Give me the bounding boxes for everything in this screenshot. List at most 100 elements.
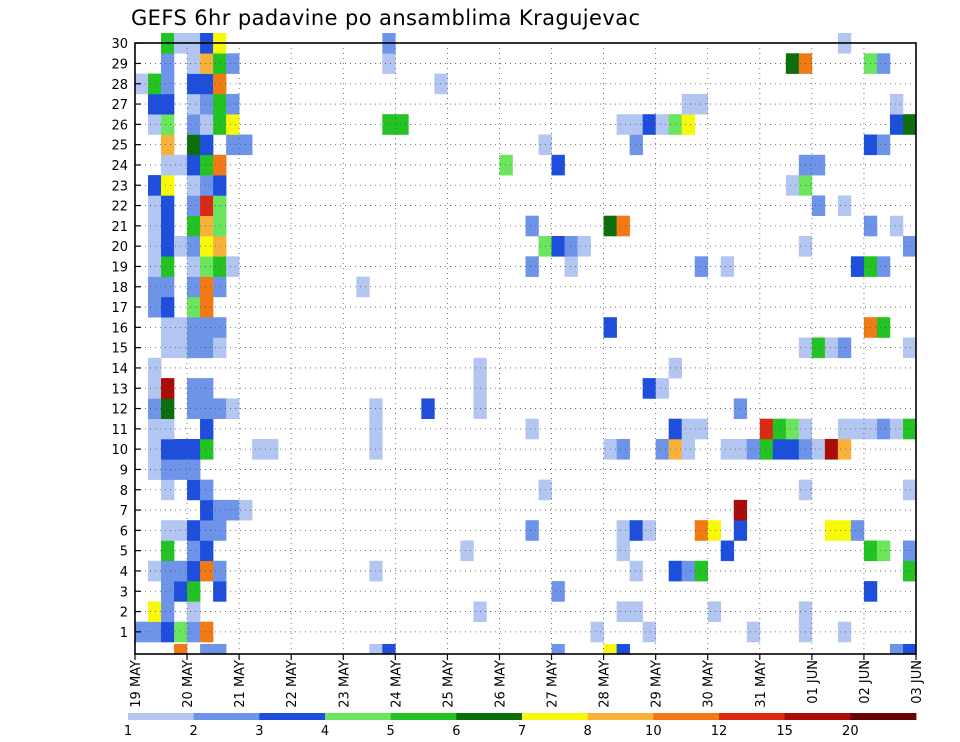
y-tick-label: 28: [111, 78, 128, 93]
cell: [213, 73, 227, 95]
legend-swatch: [850, 713, 917, 720]
legend-swatch: [390, 713, 457, 720]
cell: [200, 195, 214, 216]
cell: [720, 439, 735, 460]
cell: [681, 439, 696, 460]
cell: [824, 520, 839, 541]
y-tick-label: 22: [111, 200, 128, 215]
cell: [564, 256, 578, 277]
x-tick-label: 27 MAY: [546, 660, 561, 708]
cell: [265, 439, 279, 460]
legend-label: 6: [452, 724, 460, 739]
cell: [148, 439, 162, 460]
cell: [720, 256, 735, 277]
x-tick-label: 20 MAY: [181, 660, 196, 708]
cell: [200, 398, 214, 419]
y-tick-label: 5: [120, 545, 128, 560]
cell: [902, 479, 917, 501]
cell: [889, 215, 904, 237]
cell: [213, 499, 227, 521]
cell: [213, 317, 227, 338]
cell: [694, 560, 709, 582]
legend-swatch: [128, 713, 195, 720]
legend-label: 2: [190, 724, 198, 739]
cell: [200, 520, 214, 541]
cell: [772, 418, 787, 440]
cell: [187, 276, 201, 298]
cell: [161, 276, 175, 298]
cell: [161, 439, 175, 460]
cell: [629, 520, 643, 541]
cell: [148, 175, 162, 196]
cell: [902, 236, 917, 257]
cell: [616, 215, 630, 237]
y-tick-label: 29: [111, 57, 128, 72]
cell: [161, 73, 175, 95]
y-tick-label: 18: [111, 281, 128, 296]
cell: [213, 276, 227, 298]
cell: [161, 560, 175, 582]
cell: [811, 337, 826, 359]
x-tick-label: 29 MAY: [650, 660, 665, 708]
cell: [681, 114, 696, 135]
cell: [616, 540, 630, 562]
cell: [382, 114, 396, 135]
cell: [213, 154, 227, 176]
y-tick-label: 30: [111, 37, 128, 52]
x-tick-label: 30 MAY: [702, 660, 717, 708]
cell-bottom-row: [616, 644, 630, 654]
x-tick-label: 28 MAY: [598, 660, 613, 708]
legend-label: 20: [842, 724, 859, 739]
cell: [213, 520, 227, 541]
y-tick-label: 16: [111, 321, 128, 336]
y-tick-label: 13: [111, 382, 128, 397]
legend: 1 2 3 4 5 6 7 8 10 12 15 20: [124, 713, 917, 739]
cell: [148, 357, 162, 379]
cell: [200, 317, 214, 338]
cell: [148, 114, 162, 135]
cell: [434, 73, 448, 95]
cell: [421, 398, 435, 419]
cell: [148, 601, 162, 622]
cell: [200, 236, 214, 257]
y-tick-label: 25: [111, 139, 128, 154]
cell: [694, 93, 709, 115]
cell-bottom-row: [174, 644, 188, 654]
cell: [200, 276, 214, 298]
cell: [213, 53, 227, 74]
plot-frame: [134, 42, 917, 655]
cell: [616, 601, 630, 622]
cell: [694, 520, 709, 541]
cell: [655, 378, 669, 399]
cell: [161, 53, 175, 74]
cell: [642, 621, 656, 643]
y-tick-label: 27: [111, 98, 128, 113]
cell: [785, 53, 800, 74]
cell: [577, 236, 591, 257]
legend-swatch: [719, 713, 786, 720]
y-tick-label: 9: [120, 463, 128, 478]
cell: [200, 73, 214, 95]
y-tick-label: 11: [111, 423, 128, 438]
cell: [161, 236, 175, 257]
cell: [213, 175, 227, 196]
cell: [200, 540, 214, 562]
cell: [629, 114, 643, 135]
cell-bottom-row: [889, 644, 904, 654]
legend-label: 12: [711, 724, 728, 739]
x-tick-label: 31 MAY: [754, 660, 769, 708]
cell-bottom-row: [382, 644, 396, 654]
cell: [382, 53, 396, 74]
cell: [785, 418, 800, 440]
x-tick-label: 21 MAY: [233, 660, 248, 708]
cell: [213, 560, 227, 582]
cell: [213, 581, 227, 602]
cell: [525, 520, 539, 541]
cell: [161, 317, 175, 338]
cell: [200, 296, 214, 318]
y-tick-label: 12: [111, 403, 128, 418]
y-tick-label: 1: [120, 626, 128, 641]
cell: [148, 296, 162, 318]
